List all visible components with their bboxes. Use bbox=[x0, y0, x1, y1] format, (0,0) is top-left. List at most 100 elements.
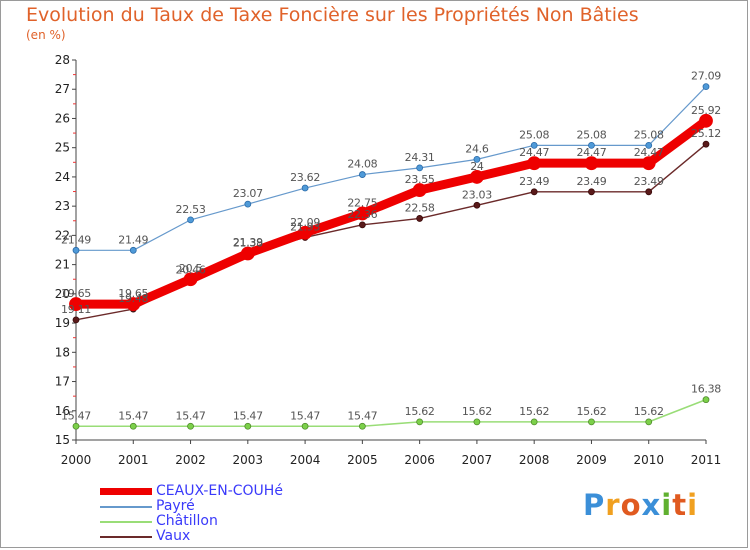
data-label: 21.49 bbox=[118, 233, 148, 246]
logo-letter: i bbox=[661, 488, 673, 522]
legend-label: Payré bbox=[156, 498, 195, 514]
y-tick-label: 19 bbox=[55, 316, 70, 330]
y-tick-label: 17 bbox=[55, 375, 70, 389]
data-point bbox=[416, 164, 424, 172]
data-point bbox=[699, 113, 713, 128]
data-label: 19.11 bbox=[61, 303, 91, 316]
x-tick-label: 2006 bbox=[404, 453, 435, 467]
y-tick-label: 24 bbox=[55, 170, 70, 184]
data-point bbox=[358, 171, 366, 178]
data-point bbox=[530, 188, 538, 196]
data-label: 19.65 bbox=[61, 287, 91, 300]
x-tick-label: 2008 bbox=[519, 453, 550, 467]
series-line bbox=[75, 143, 707, 321]
data-label: 15.62 bbox=[462, 405, 492, 418]
y-tick-label: 20 bbox=[55, 287, 70, 301]
logo-letter: r bbox=[605, 488, 621, 522]
data-label: 24.47 bbox=[634, 146, 664, 159]
y-tick-label: 26 bbox=[55, 111, 70, 125]
data-label: 24.6 bbox=[465, 142, 489, 155]
unit-label: (en %) bbox=[26, 28, 66, 42]
data-label: 23.07 bbox=[233, 187, 263, 200]
data-point bbox=[702, 396, 710, 404]
logo-letter: x bbox=[641, 488, 662, 522]
x-tick-label: 2004 bbox=[290, 453, 321, 467]
data-label: 23.03 bbox=[462, 188, 492, 201]
data-point bbox=[527, 156, 542, 171]
data-label: 21.93 bbox=[290, 220, 320, 233]
data-label: 15.62 bbox=[519, 405, 549, 418]
data-label: 15.47 bbox=[290, 409, 320, 422]
data-point bbox=[470, 170, 484, 184]
data-point bbox=[702, 83, 710, 90]
legend-swatch bbox=[100, 506, 152, 508]
x-tick-label: 2005 bbox=[347, 453, 378, 467]
data-point bbox=[244, 422, 252, 430]
y-tick-label: 27 bbox=[55, 82, 70, 96]
data-point bbox=[298, 225, 312, 240]
data-label: 15.47 bbox=[118, 409, 148, 422]
data-point bbox=[645, 188, 653, 196]
data-label: 24.47 bbox=[519, 146, 549, 159]
data-label: 23.55 bbox=[405, 173, 435, 186]
data-point bbox=[187, 216, 194, 224]
logo-letter: i bbox=[687, 488, 699, 522]
data-label: 21.38 bbox=[233, 237, 263, 250]
data-point bbox=[129, 422, 137, 430]
data-point bbox=[358, 422, 366, 430]
data-label: 23.62 bbox=[290, 171, 320, 184]
legend-label: CEAUX-EN-COUHé bbox=[156, 483, 283, 499]
y-tick-label: 18 bbox=[55, 345, 70, 359]
data-point bbox=[187, 422, 194, 430]
proxiti-logo: Proxiti bbox=[583, 488, 698, 522]
series-line bbox=[75, 398, 707, 428]
data-label: 25.92 bbox=[691, 104, 721, 117]
data-label: 25.08 bbox=[634, 128, 664, 141]
x-tick-label: 2011 bbox=[691, 453, 722, 467]
series-line bbox=[71, 116, 711, 309]
logo-letter: o bbox=[620, 488, 642, 522]
chart-title: Evolution du Taux de Taxe Foncière sur l… bbox=[26, 4, 639, 26]
data-label: 21.39 bbox=[233, 236, 263, 249]
data-point bbox=[244, 200, 252, 208]
data-point bbox=[358, 221, 366, 229]
data-label: 15.47 bbox=[347, 409, 377, 422]
logo-letter: t bbox=[672, 488, 688, 522]
data-point bbox=[641, 156, 656, 171]
data-point bbox=[183, 272, 198, 287]
data-label: 25.12 bbox=[691, 127, 721, 140]
data-label: 22.58 bbox=[405, 201, 435, 214]
legend-swatch bbox=[100, 536, 152, 538]
data-label: 23.49 bbox=[519, 175, 549, 188]
y-tick-label: 23 bbox=[55, 199, 70, 213]
legend-swatch bbox=[100, 521, 152, 523]
data-label: 20.46 bbox=[176, 263, 206, 276]
data-point bbox=[72, 422, 80, 430]
data-label: 24.08 bbox=[347, 158, 377, 171]
data-point bbox=[416, 215, 424, 222]
data-point bbox=[301, 422, 309, 430]
x-tick-label: 2003 bbox=[233, 453, 264, 467]
data-point bbox=[473, 155, 481, 163]
data-point bbox=[129, 246, 137, 254]
data-label: 16.38 bbox=[691, 383, 721, 396]
data-point bbox=[473, 201, 481, 209]
x-tick-label: 2000 bbox=[61, 453, 92, 467]
y-tick-label: 16 bbox=[55, 404, 70, 418]
data-label: 15.62 bbox=[576, 405, 606, 418]
data-point bbox=[72, 246, 80, 254]
data-label: 23.49 bbox=[576, 175, 606, 188]
x-tick-label: 2009 bbox=[576, 453, 607, 467]
legend-label: Châtillon bbox=[156, 513, 218, 529]
data-point bbox=[702, 140, 710, 148]
data-point bbox=[588, 418, 595, 426]
data-label: 20.5 bbox=[179, 262, 203, 275]
data-label: 15.62 bbox=[405, 405, 435, 418]
data-label: 15.62 bbox=[634, 405, 664, 418]
y-tick-label: 21 bbox=[55, 258, 70, 272]
data-label: 19.48 bbox=[118, 292, 148, 305]
data-label: 24.31 bbox=[405, 151, 435, 164]
data-label: 19.65 bbox=[118, 287, 148, 300]
